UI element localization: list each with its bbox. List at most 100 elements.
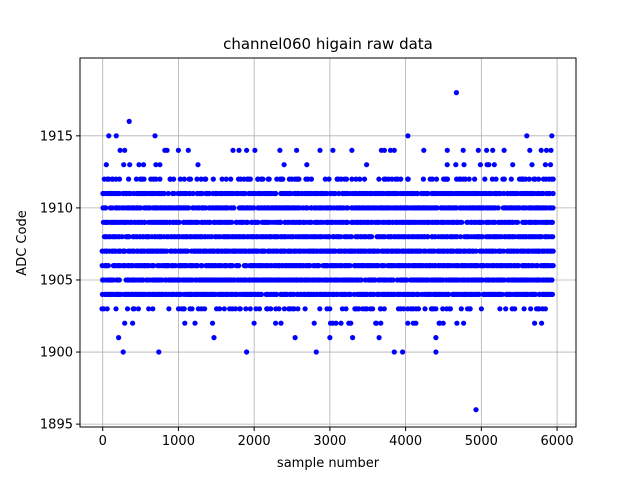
plot-area-frame (79, 57, 577, 428)
data-point (425, 190, 431, 197)
data-point (292, 335, 298, 341)
data-point (131, 306, 137, 312)
data-point (549, 219, 556, 225)
data-point (308, 219, 314, 225)
data-point (521, 306, 527, 312)
data-point (348, 234, 355, 240)
data-point (304, 162, 310, 168)
data-point (343, 176, 350, 182)
data-point (400, 349, 406, 355)
data-point (391, 349, 397, 355)
data-point (247, 306, 253, 312)
data-point (171, 176, 177, 182)
data-point (338, 320, 344, 326)
data-point (473, 248, 479, 254)
data-point (482, 176, 488, 182)
data-point (217, 306, 223, 312)
y-axis: 1895 1900 1905 1910 1915 (40, 129, 80, 433)
data-point (549, 277, 555, 283)
data-point (364, 162, 370, 168)
data-point (237, 306, 243, 312)
data-point (434, 205, 440, 211)
data-point (164, 147, 170, 153)
data-point (373, 320, 380, 326)
data-point (140, 162, 147, 168)
data-point (461, 320, 467, 326)
data-point (349, 176, 355, 182)
data-point (274, 291, 280, 297)
data-point (244, 147, 250, 153)
data-point (378, 320, 384, 326)
x-tick-label: 3000 (313, 434, 346, 449)
data-point (153, 176, 159, 182)
data-point (189, 306, 195, 312)
data-point (446, 291, 452, 297)
data-point (247, 176, 253, 182)
data-point (381, 306, 387, 312)
data-point (534, 263, 541, 269)
x-tick-label: 1000 (162, 434, 195, 449)
y-tick-label: 1915 (40, 129, 73, 144)
data-point (308, 176, 314, 182)
data-point (117, 147, 123, 153)
data-point (258, 291, 265, 297)
data-point (186, 205, 192, 211)
data-point (350, 335, 356, 341)
data-point (550, 205, 556, 211)
data-point (440, 320, 446, 326)
data-point (255, 219, 261, 225)
data-point (357, 176, 363, 182)
data-point (232, 306, 238, 312)
data-point (260, 176, 266, 182)
data-point (550, 234, 556, 240)
data-point (499, 291, 505, 297)
data-point (550, 248, 556, 254)
data-point (477, 162, 483, 168)
data-point (405, 320, 411, 326)
data-point (228, 176, 234, 182)
data-point (501, 176, 507, 182)
data-point (361, 176, 368, 182)
data-point (467, 306, 473, 312)
data-point (281, 306, 287, 312)
data-point (453, 162, 459, 168)
data-point (492, 219, 498, 225)
data-point (103, 162, 109, 168)
y-axis-label: ADC Code (15, 210, 30, 275)
data-point (390, 277, 396, 283)
data-point (460, 147, 466, 153)
data-point (479, 234, 485, 240)
data-point (348, 320, 354, 326)
data-point (415, 306, 422, 312)
data-point (116, 277, 122, 283)
data-point (230, 147, 236, 153)
data-point (273, 320, 279, 326)
data-point (251, 205, 257, 211)
data-point (429, 176, 435, 182)
data-point (370, 306, 376, 312)
x-tick-label: 4000 (389, 434, 422, 449)
data-point (515, 263, 522, 269)
data-point (515, 219, 521, 225)
data-point (236, 147, 242, 153)
data-point (190, 190, 196, 197)
data-point (327, 335, 333, 341)
data-point (210, 176, 216, 182)
data-point (113, 133, 119, 139)
data-point (192, 320, 198, 326)
data-point (122, 147, 128, 153)
data-point (302, 306, 308, 312)
data-point (185, 248, 191, 254)
data-point (223, 176, 229, 182)
data-point (116, 176, 123, 182)
data-point (479, 219, 486, 225)
data-point (176, 219, 182, 225)
data-point (127, 162, 133, 168)
data-point (343, 306, 349, 312)
data-point (141, 176, 147, 182)
data-point (157, 162, 163, 168)
data-point (550, 263, 556, 269)
data-point (413, 320, 419, 326)
data-point (175, 147, 181, 153)
data-point (164, 248, 170, 254)
